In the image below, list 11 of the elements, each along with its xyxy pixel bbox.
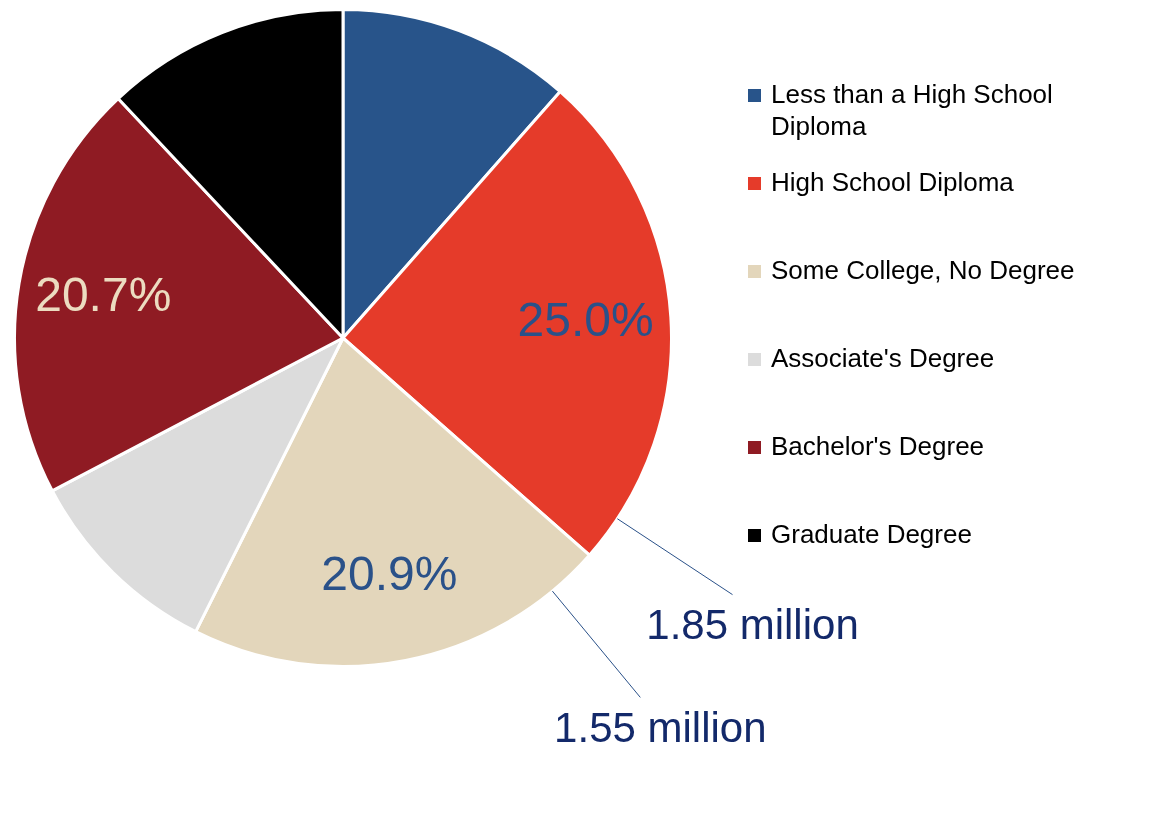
text: 1.85 million [646,601,859,649]
data-label: 20.7% [35,267,172,321]
legend-label: Less than a High School Diploma [771,78,1054,142]
legend-label: Associate's Degree [771,342,995,374]
legend-label: Bachelor's Degree [771,430,985,462]
legend-label: Some College, No Degree [771,254,1075,286]
legend-label: Graduate Degree [771,518,972,550]
text: 1.55 million [554,704,767,751]
legend-label: High School Diploma [771,166,1014,198]
data-label: 20.9% [321,546,458,600]
data-label: 25.0% [517,292,654,346]
